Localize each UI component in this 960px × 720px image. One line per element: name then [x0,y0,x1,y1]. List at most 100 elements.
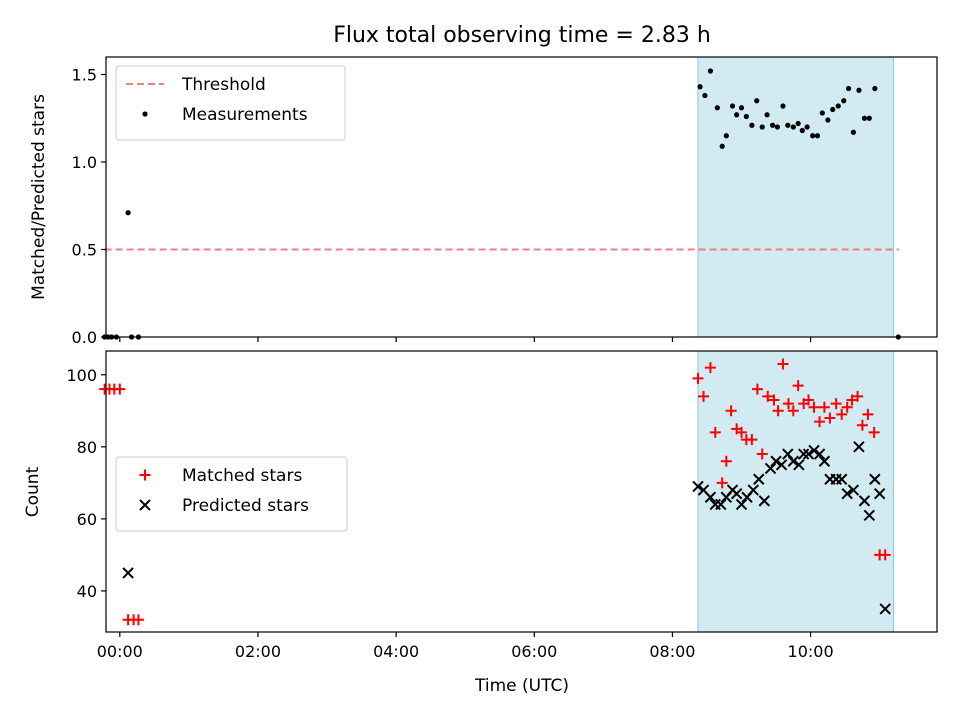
y-tick-label: 40 [77,582,97,601]
chart-title: Flux total observing time = 2.83 h [333,23,711,48]
data-point [866,115,872,121]
legend-entry-label: Threshold [181,75,266,95]
data-point [785,122,791,128]
data-point [804,124,810,130]
predicted-star-point [847,484,860,496]
matched-star-point [716,477,728,489]
predicted-star-point [730,487,743,500]
predicted-star-point [775,459,788,471]
y-tick-label: 0.5 [72,241,97,260]
predicted-star-point [818,455,831,467]
axes-frame [105,56,938,338]
x-tick-label: 02:00 [235,642,281,661]
predicted-star-point [122,567,134,579]
matched-star-point [692,372,704,384]
predicted-star-point [797,448,810,460]
matched-star-point [868,426,880,438]
predicted-star-point [735,498,748,511]
predicted-star-point [813,448,826,460]
predicted-star-point [782,448,794,460]
legend-marker-swatch [139,469,151,481]
matched-star-point [762,390,774,402]
legend-entry-label: Measurements [182,105,308,125]
predicted-star-point [764,462,777,475]
matched-star-point [782,398,794,410]
legend-box [115,456,348,532]
matched-star-point [698,390,710,402]
predicted-star-point [770,455,782,467]
predicted-star-point [787,455,800,467]
data-point [723,133,729,139]
x-tick-label: 04:00 [373,642,419,661]
predicted-star-point [802,448,815,460]
matched-star-point [756,448,768,460]
data-point [734,112,740,118]
data-point [774,124,781,130]
data-point [830,106,836,113]
predicted-star-point [758,495,771,507]
matched-star-point [852,390,864,402]
data-point [749,122,755,128]
predicted-star-point [808,444,820,457]
data-point [707,68,714,74]
matched-star-point [841,401,853,413]
data-point [754,98,760,104]
matched-star-point [709,426,721,438]
predicted-star-point [853,441,865,453]
legend-entry-label: Matched stars [182,466,302,486]
data-point [814,133,821,139]
data-point [697,84,703,90]
matched-star-point [862,408,874,420]
data-point [764,112,770,118]
observing-window-shade [697,350,894,633]
predicted-star-point [858,495,871,507]
matched-star-point [808,401,820,413]
y-tick-label: 1.0 [72,153,97,172]
matched-star-point [768,394,780,406]
data-point [799,127,805,134]
data-point [780,103,786,109]
data-point [702,92,708,99]
bottom-legend: Matched stars Predicted stars [115,456,348,532]
data-point [743,113,749,120]
matched-star-point [736,426,748,438]
matched-star-point [132,614,144,626]
data-point [841,98,847,104]
matched-star-point [725,405,737,417]
top-legend: Threshold Measurements [115,65,346,141]
predicted-star-point [715,498,727,511]
bottom-panel: 40 60 80 100 00:00 02:00 04:00 06:00 08:00 10:00 M… [66,350,938,661]
matched-star-point [879,549,891,561]
matched-star-point [777,358,789,370]
data-point [861,115,868,121]
matched-star-point [814,416,826,428]
matched-star-point [830,398,842,410]
matched-star-point [704,362,716,374]
data-point [719,143,725,149]
data-point [835,103,841,109]
matched-star-point [751,383,763,395]
matched-star-point [114,383,126,395]
matched-star-point [746,434,758,446]
predicted-star-point [879,603,891,615]
top-panel: 0.0 0.5 1.0 1.5 Threshold Measurements [72,56,938,347]
x-axis-label: Time (UTC) [474,676,569,696]
data-point [845,85,852,92]
legend-box [115,65,346,141]
matched-star-point [787,405,799,417]
y-tick-label: 0.0 [72,328,97,347]
data-point [810,133,816,139]
data-point [795,120,801,127]
data-point [125,210,131,216]
matched-star-point [803,394,815,406]
matched-star-point [818,401,830,413]
predicted-star-point [793,459,805,471]
data-point [738,105,745,111]
data-point [790,124,796,130]
matched-star-point [772,405,784,417]
matched-star-point [720,455,732,467]
predicted-star-point [869,473,881,485]
bottom-y-axis-label: Count [23,466,43,517]
matched-star-point [824,412,836,424]
